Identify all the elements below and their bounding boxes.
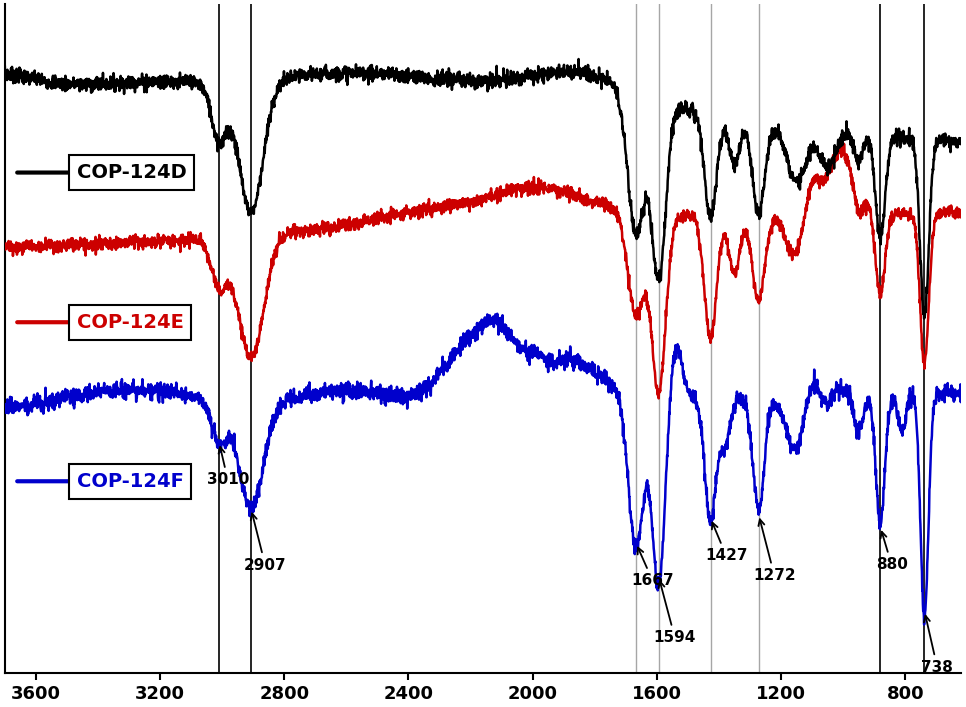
Text: 3010: 3010 (207, 447, 249, 488)
Text: 2907: 2907 (243, 513, 287, 573)
Text: 1667: 1667 (632, 548, 674, 588)
Text: 1427: 1427 (705, 522, 748, 563)
Text: 880: 880 (876, 532, 908, 572)
Text: COP-124E: COP-124E (76, 312, 184, 332)
Text: COP-124F: COP-124F (76, 472, 184, 491)
Text: 1594: 1594 (654, 581, 696, 645)
Text: COP-124D: COP-124D (76, 163, 186, 182)
Text: 738: 738 (922, 616, 953, 675)
Text: 1272: 1272 (753, 520, 796, 583)
